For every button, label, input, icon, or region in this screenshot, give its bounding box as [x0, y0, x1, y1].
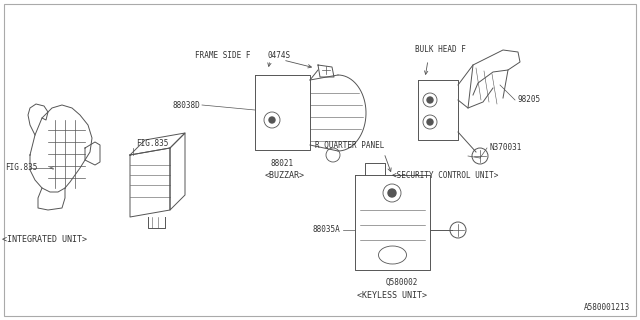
Circle shape: [427, 97, 433, 103]
Text: 0474S: 0474S: [267, 51, 290, 60]
Text: 88035A: 88035A: [312, 226, 340, 235]
Text: R QUARTER PANEL: R QUARTER PANEL: [316, 140, 385, 149]
Text: 88038D: 88038D: [172, 100, 200, 109]
Text: A580001213: A580001213: [584, 303, 630, 313]
Text: FIG.835: FIG.835: [5, 164, 37, 172]
Text: 98205: 98205: [518, 95, 541, 105]
Text: <BUZZAR>: <BUZZAR>: [265, 171, 305, 180]
Text: <INTEGRATED UNIT>: <INTEGRATED UNIT>: [3, 236, 88, 244]
Text: 88021: 88021: [271, 158, 294, 167]
Text: FIG.835: FIG.835: [136, 139, 168, 148]
Circle shape: [427, 119, 433, 125]
Text: <SECURITY CONTROL UNIT>: <SECURITY CONTROL UNIT>: [392, 171, 498, 180]
Text: FRAME SIDE F: FRAME SIDE F: [195, 51, 250, 60]
Circle shape: [388, 189, 396, 197]
Text: BULK HEAD F: BULK HEAD F: [415, 45, 466, 54]
Text: Q580002: Q580002: [386, 277, 418, 286]
Circle shape: [269, 117, 275, 123]
Text: N370031: N370031: [490, 143, 522, 153]
Text: <KEYLESS UNIT>: <KEYLESS UNIT>: [357, 292, 427, 300]
